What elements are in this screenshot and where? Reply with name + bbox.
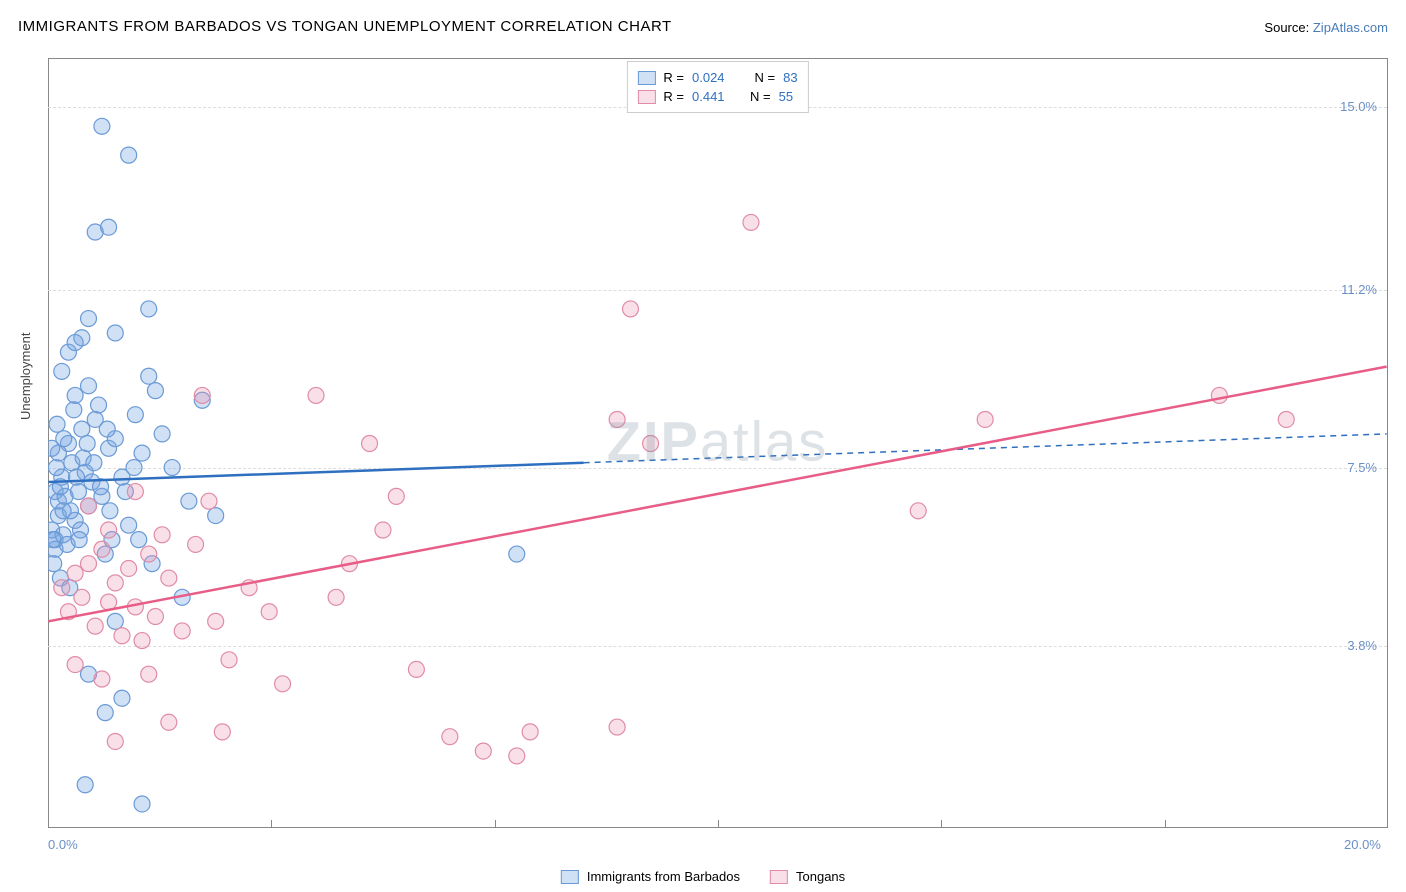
source-prefix: Source:	[1264, 20, 1309, 35]
x-tick-label: 0.0%	[48, 837, 78, 852]
legend-n-value-0: 83	[783, 70, 797, 85]
chart-container: IMMIGRANTS FROM BARBADOS VS TONGAN UNEMP…	[0, 0, 1406, 892]
legend-series: Immigrants from Barbados Tongans	[561, 869, 845, 884]
y-axis-label: Unemployment	[18, 333, 33, 420]
legend-item-0: Immigrants from Barbados	[561, 869, 740, 884]
legend-r-label: R =	[663, 89, 684, 104]
x-tick-label: 20.0%	[1344, 837, 1381, 852]
legend-stats-row-1: R = 0.441 N = 55	[637, 87, 797, 106]
source-link[interactable]: ZipAtlas.com	[1313, 20, 1388, 35]
legend-stats: R = 0.024 N = 83 R = 0.441 N = 55	[626, 61, 808, 113]
legend-swatch-0	[637, 71, 655, 85]
legend-item-1: Tongans	[770, 869, 845, 884]
legend-r-value-1: 0.441	[692, 89, 732, 104]
scatter-svg	[48, 59, 1387, 828]
legend-r-label: R =	[663, 70, 684, 85]
legend-r-value-0: 0.024	[692, 70, 725, 85]
legend-n-value-1: 55	[779, 89, 793, 104]
legend-swatch-1	[637, 90, 655, 104]
chart-title: IMMIGRANTS FROM BARBADOS VS TONGAN UNEMP…	[18, 18, 672, 35]
legend-n-label: N =	[750, 89, 771, 104]
legend-n-label: N =	[755, 70, 776, 85]
legend-swatch-0b	[561, 870, 579, 884]
legend-label-0: Immigrants from Barbados	[587, 869, 740, 884]
legend-swatch-1b	[770, 870, 788, 884]
plot-area: 3.8%7.5%11.2%15.0% 0.0%20.0% ZIPatlas R …	[48, 58, 1388, 828]
source-attribution: Source: ZipAtlas.com	[1264, 20, 1388, 35]
legend-stats-row-0: R = 0.024 N = 83	[637, 68, 797, 87]
legend-label-1: Tongans	[796, 869, 845, 884]
